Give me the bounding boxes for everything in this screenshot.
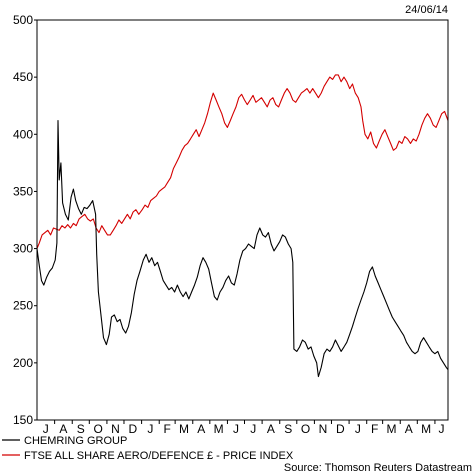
x-tick-label: S [284,422,292,436]
series-line-chemring [36,120,449,378]
plot-frame [36,19,449,421]
x-tick-label: M [179,422,189,436]
y-tick-label: 500 [13,13,33,27]
y-tick-label: 400 [13,127,33,141]
y-axis: 150 200 250 300 350 400 450 500 [13,13,37,427]
x-tick-label: A [405,422,413,436]
y-tick-label: 350 [13,184,33,198]
x-tick-label: D [336,422,345,436]
legend-label-ftse: FTSE ALL SHARE AERO/DEFENCE £ - PRICE IN… [24,450,294,462]
x-tick-label: A [197,422,205,436]
x-tick-label: O [301,422,310,436]
y-tick-label: 200 [13,356,33,370]
x-tick-label: M [421,422,431,436]
y-tick-label: 300 [13,242,33,256]
x-tick-label: D [128,422,137,436]
x-tick-label: F [371,422,378,436]
y-tick-label: 150 [13,413,33,427]
x-tick-label: J [147,422,153,436]
x-tick-label: N [319,422,328,436]
x-tick-label: J [355,422,361,436]
series-lines [36,74,449,378]
legend-label-chemring: CHEMRING GROUP [24,435,127,447]
y-tick-label: 450 [13,70,33,84]
x-tick-label: F [164,422,171,436]
date-label: 24/06/14 [405,4,448,16]
x-tick-label: J [250,422,256,436]
source-note: Source: Thomson Reuters Datastream [284,462,472,474]
x-tick-label: S [77,422,85,436]
legend: CHEMRING GROUP FTSE ALL SHARE AERO/DEFEN… [2,435,294,462]
x-tick-label: O [93,422,102,436]
x-tick-label: J [43,422,49,436]
y-tick-label: 250 [13,299,33,313]
series-line-ftse [36,74,449,249]
x-tick-label: A [267,422,275,436]
x-tick-label: J [233,422,239,436]
x-tick-label: M [386,422,396,436]
x-tick-label: M [214,422,224,436]
x-tick-label: A [59,422,67,436]
x-tick-label: J [438,422,444,436]
x-tick-label: N [111,422,120,436]
